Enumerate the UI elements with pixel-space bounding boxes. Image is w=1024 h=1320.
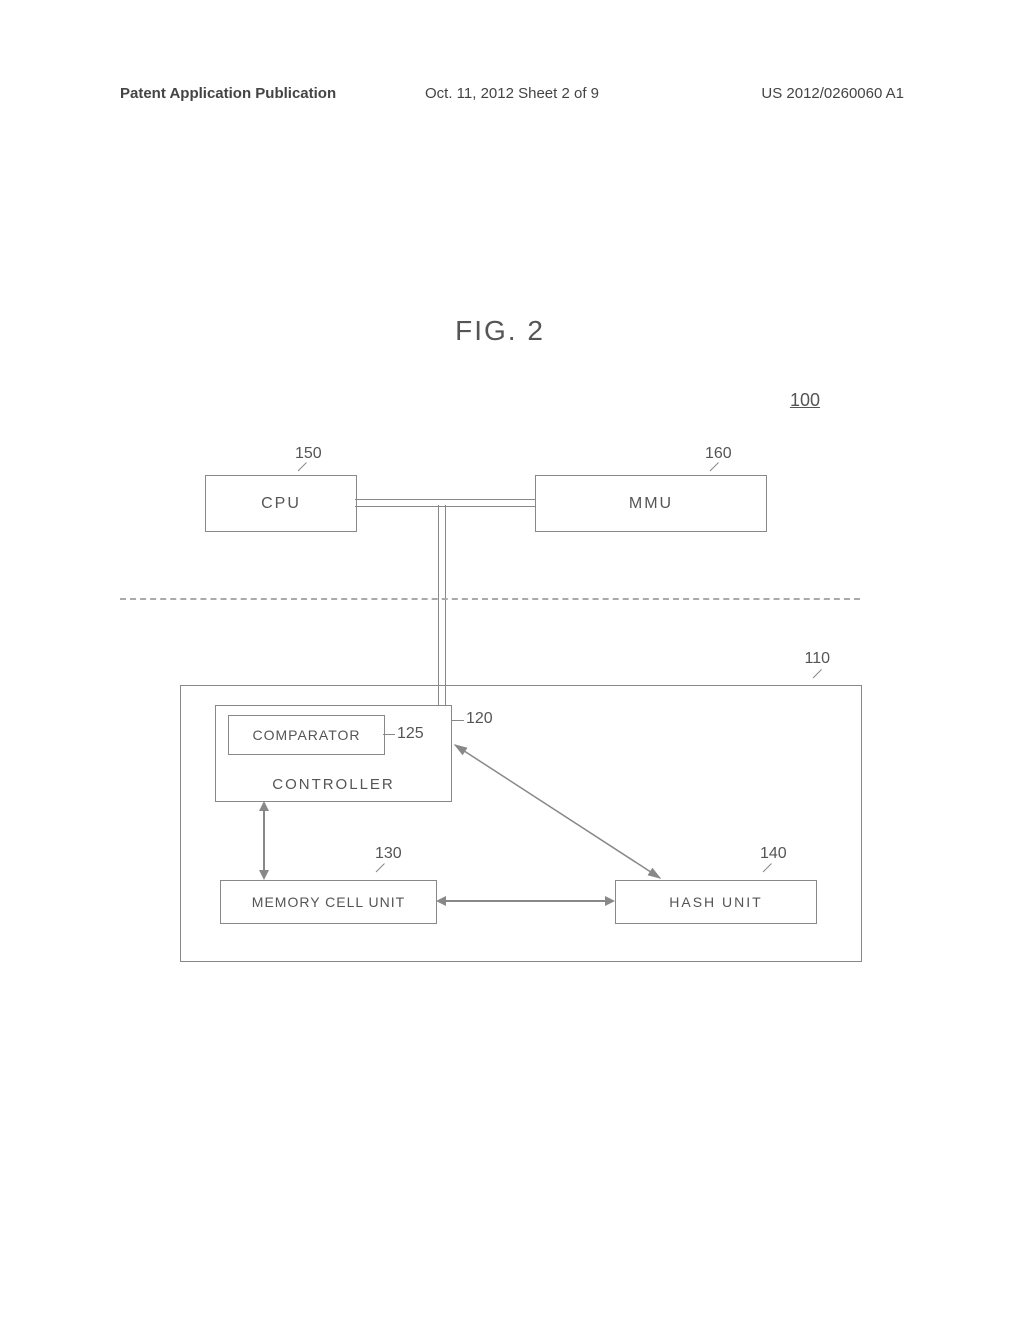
controller-hash-diagonal [450,740,700,890]
figure-diagram: FIG. 2 100 150 160 CPU MMU 110 CONTROLLE… [100,280,900,980]
header-date-sheet: Oct. 11, 2012 Sheet 2 of 9 [425,85,599,102]
figure-title: FIG. 2 [455,315,545,347]
memcell-hash-line [445,900,605,902]
ref-110: 110 [804,650,830,668]
mmu-block: MMU [535,475,767,532]
memcell-hash-arrow-left [436,896,446,906]
controller-memcell-arrow-down [259,870,269,880]
ref-160: 160 [705,445,732,463]
ref-130: 130 [375,845,402,863]
controller-label: CONTROLLER [272,776,395,793]
bus-vertical [438,505,446,705]
ref-120: 120 [466,710,493,728]
comparator-block: COMPARATOR [228,715,385,755]
page-header: Patent Application Publication Oct. 11, … [120,85,904,102]
memcell-hash-arrow-right [605,896,615,906]
header-patent-number: US 2012/0260060 A1 [761,85,904,102]
ref-140: 140 [760,845,787,863]
memory-cell-unit-block: MEMORY CELL UNIT [220,880,437,924]
controller-memcell-arrow-up [259,801,269,811]
header-publication: Patent Application Publication [120,85,336,102]
ref-100: 100 [790,390,820,411]
ref-120-leader [451,720,464,721]
boundary-dashed-line [120,598,860,600]
controller-memcell-line [263,810,265,870]
cpu-block: CPU [205,475,357,532]
ref-125-leader [383,734,395,735]
ref-125: 125 [397,725,424,743]
ref-150: 150 [295,445,322,463]
